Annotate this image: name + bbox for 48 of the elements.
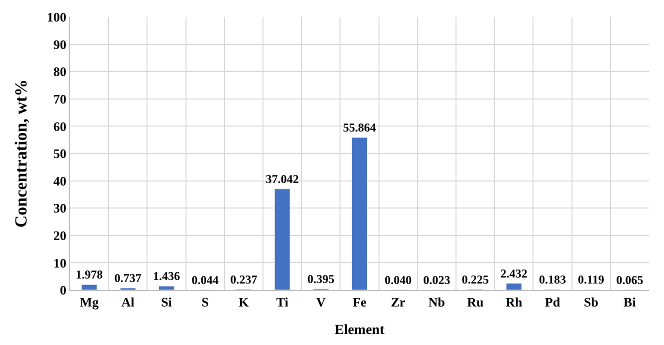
x-tick-label: Ti	[276, 294, 289, 310]
data-label: 0.119	[578, 272, 604, 287]
x-tick-label: Sb	[584, 294, 598, 310]
bar	[158, 286, 174, 290]
x-tick-label: Nb	[428, 294, 446, 310]
y-tick-label: 30	[53, 200, 66, 216]
y-tick-label: 0	[60, 282, 66, 298]
data-label: 1.978	[76, 268, 103, 282]
bar	[506, 283, 522, 290]
data-label: 0.044	[192, 272, 219, 287]
data-label: 0.065	[616, 272, 644, 287]
data-label: 2.432	[500, 266, 528, 280]
bar	[274, 188, 290, 290]
y-tick-label: 90	[53, 36, 66, 52]
y-axis-title: Concentration, wt%	[11, 79, 30, 228]
y-tick-label: 40	[53, 173, 66, 188]
y-tick-label: 20	[53, 228, 66, 243]
x-tick-label: Pd	[544, 294, 561, 310]
x-tick-label: S	[201, 294, 209, 310]
y-tick-label: 80	[53, 64, 66, 80]
data-label: 1.436	[153, 269, 180, 284]
data-label: 37.042	[266, 172, 299, 186]
x-tick-label: Al	[121, 294, 135, 310]
data-label: 0.023	[423, 272, 450, 287]
data-label: 0.237	[230, 272, 258, 286]
data-label: 0.040	[384, 272, 412, 287]
x-tick-label: V	[316, 294, 326, 310]
x-tick-label: Zr	[390, 294, 406, 310]
y-tick-label: 10	[53, 255, 66, 270]
x-axis-title: Element	[334, 322, 385, 338]
data-label: 0.225	[462, 272, 489, 286]
x-tick-label: K	[238, 294, 250, 310]
data-label: 0.737	[114, 270, 142, 285]
bar	[81, 284, 98, 290]
y-tick-label: 60	[53, 118, 66, 134]
bar	[352, 137, 368, 290]
x-tick-label: Fe	[352, 294, 367, 310]
data-label: 55.864	[343, 120, 376, 134]
data-label: 0.183	[539, 272, 566, 286]
x-tick-label: Mg	[80, 294, 100, 310]
y-tick-label: 100	[46, 10, 66, 25]
x-tick-label: Si	[161, 294, 172, 310]
x-tick-label: Bi	[624, 294, 636, 310]
y-tick-label: 70	[53, 91, 66, 106]
data-label: 0.395	[307, 272, 334, 286]
y-tick-label: 50	[53, 146, 66, 162]
x-tick-label: Ru	[466, 294, 484, 310]
x-tick-label: Rh	[506, 294, 523, 310]
